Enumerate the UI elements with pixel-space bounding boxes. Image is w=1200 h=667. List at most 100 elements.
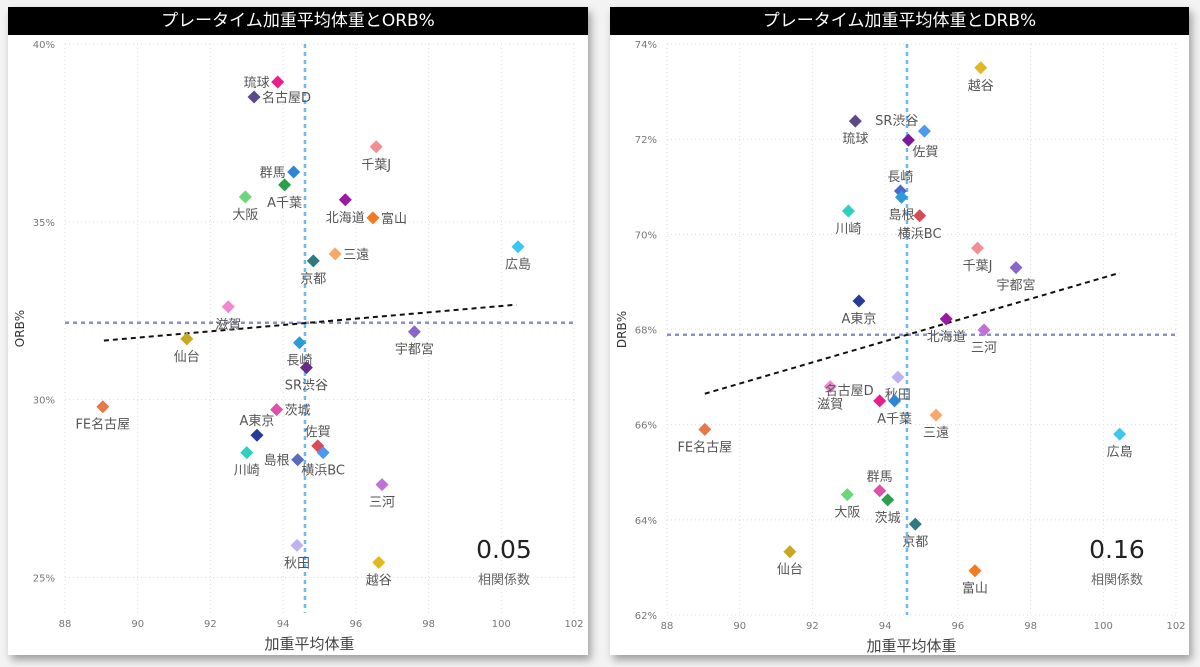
data-label: FE名古屋	[677, 439, 732, 455]
data-label: 広島	[505, 258, 531, 273]
data-label: 三遠	[923, 426, 949, 441]
data-point-越谷	[974, 61, 988, 75]
data-label: 大阪	[232, 208, 258, 223]
data-label: 滋賀	[215, 318, 241, 333]
data-label: 宇都宮	[997, 278, 1036, 294]
x-tick-label: 98	[422, 619, 435, 630]
data-point-FE名古屋	[96, 400, 110, 414]
y-axis-title: ORB%	[13, 310, 27, 347]
y-tick-label: 30%	[33, 396, 55, 407]
data-label: 群馬	[867, 470, 893, 485]
data-label: A東京	[240, 413, 275, 429]
data-point-三遠	[328, 247, 342, 261]
data-point-三遠	[929, 408, 943, 422]
data-label: 仙台	[777, 563, 803, 578]
data-point-北海道	[338, 193, 352, 207]
data-label: 佐賀	[912, 145, 938, 160]
data-label: 秋田	[284, 556, 310, 571]
drb-scatter-plot: 88 90 92 94 96 98 100 102 62% 64% 66% 68% 70% 72% 74% 加…	[615, 40, 1186, 655]
data-label: 琉球	[244, 76, 270, 91]
data-point-京都	[908, 517, 922, 531]
x-tick-label: 88	[59, 619, 72, 630]
data-label: 長崎	[887, 170, 913, 185]
data-label: 茨城	[875, 511, 901, 526]
data-point-秋田	[290, 538, 304, 552]
data-label: 北海道	[326, 211, 365, 226]
data-label: 大阪	[834, 506, 860, 521]
data-point-A東京	[852, 294, 866, 308]
data-point-三河	[375, 478, 389, 492]
x-tick-label: 100	[492, 619, 511, 630]
data-point-長崎	[293, 336, 307, 350]
data-point-島根	[895, 190, 909, 204]
data-point-富山	[366, 211, 380, 225]
orb-scatter-plot: 88 90 92 94 96 98 100 102 25% 30% 35% 40% 加重平均体重 ORB%…	[13, 40, 584, 653]
data-label: FE名古屋	[75, 417, 130, 433]
data-label: 名古屋D	[262, 90, 311, 106]
data-point-A千葉	[278, 178, 292, 192]
y-tick-label: 40%	[33, 40, 55, 51]
correlation-label: 相関係数	[1091, 573, 1143, 588]
data-point-群馬	[287, 165, 301, 179]
x-tick-label: 94	[277, 619, 290, 630]
data-label: 川崎	[835, 222, 861, 237]
x-tick-label: 88	[661, 621, 674, 632]
data-label: 茨城	[285, 404, 311, 419]
y-tick-label: 74%	[635, 40, 657, 51]
data-point-群馬	[873, 484, 887, 498]
data-point-FE名古屋	[698, 422, 712, 436]
data-label: 越谷	[366, 574, 392, 589]
data-label: 横浜BC	[301, 464, 345, 479]
data-point-広島	[1113, 427, 1127, 441]
data-point-京都	[306, 254, 320, 268]
data-point-秋田	[891, 370, 905, 384]
data-label: A東京	[842, 311, 877, 327]
data-point-大阪	[238, 190, 252, 204]
data-point-滋賀	[823, 380, 837, 394]
data-label: 富山	[962, 581, 988, 597]
data-point-茨城	[881, 493, 895, 507]
trend-line	[103, 303, 517, 342]
data-point-島根	[291, 453, 305, 467]
correlation-label: 相関係数	[478, 573, 530, 588]
data-label: 川崎	[234, 464, 260, 479]
data-label: 三河	[369, 496, 395, 511]
x-tick-label: 102	[1166, 621, 1185, 632]
data-point-千葉J	[369, 140, 383, 154]
data-label: 越谷	[968, 79, 994, 94]
data-label: 京都	[300, 272, 326, 287]
data-point-富山	[968, 564, 982, 578]
correlation-value: 0.16	[1089, 535, 1145, 564]
data-label: 富山	[381, 211, 407, 227]
data-label: 京都	[902, 535, 928, 550]
drb-chart-title: プレータイム加重平均体重とDRB%	[610, 7, 1189, 35]
x-axis-title: 加重平均体重	[264, 635, 354, 653]
x-tick-label: 92	[806, 621, 819, 632]
data-label: 群馬	[260, 166, 286, 181]
data-label: 北海道	[927, 330, 966, 345]
x-axis-title: 加重平均体重	[866, 637, 956, 655]
data-point-仙台	[783, 545, 797, 559]
x-tick-label: 94	[879, 621, 892, 632]
y-tick-label: 64%	[635, 516, 657, 527]
data-point-A東京	[250, 428, 264, 442]
drb-chart-panel: プレータイム加重平均体重とDRB% 88 90 92 94 96 98 100 102 62% 6…	[610, 7, 1189, 655]
data-point-茨城	[270, 403, 284, 417]
y-tick-label: 72%	[635, 135, 657, 146]
data-point-千葉J	[970, 241, 984, 255]
data-point-宇都宮	[407, 325, 421, 339]
y-tick-label: 68%	[635, 326, 657, 337]
trend-line	[704, 271, 1120, 395]
data-point-北海道	[939, 312, 953, 326]
y-tick-label: 62%	[635, 611, 657, 622]
data-point-横浜BC	[316, 446, 330, 460]
x-tick-label: 90	[733, 621, 746, 632]
x-tick-label: 102	[564, 619, 583, 630]
data-point-SR渋谷	[917, 124, 931, 138]
x-tick-label: 90	[131, 619, 144, 630]
data-point-佐賀	[901, 133, 915, 147]
data-label: 三遠	[343, 248, 369, 263]
data-label: SR渋谷	[285, 379, 328, 394]
data-point-A千葉	[888, 394, 902, 408]
data-label: 佐賀	[305, 425, 331, 440]
